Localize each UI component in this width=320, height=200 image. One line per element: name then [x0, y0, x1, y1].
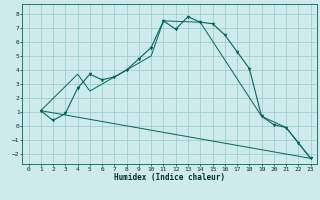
X-axis label: Humidex (Indice chaleur): Humidex (Indice chaleur) [114, 173, 225, 182]
